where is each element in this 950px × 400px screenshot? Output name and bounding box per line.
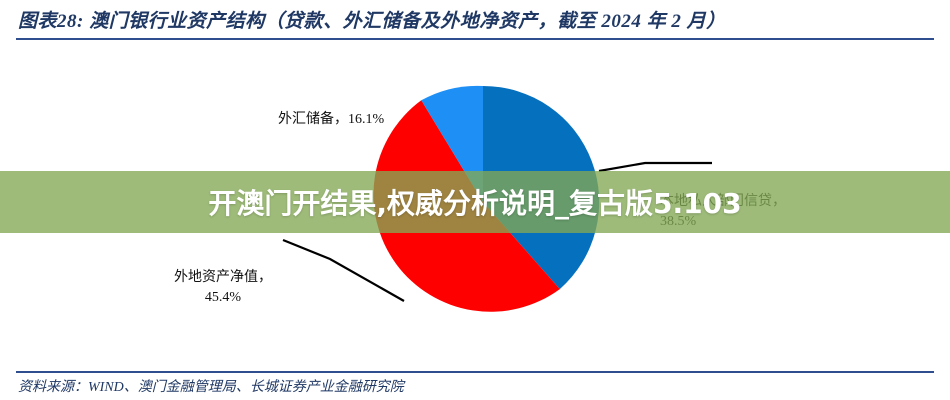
data-label-net-foreign-assets: 外地资产净值， 45.4% — [150, 268, 296, 308]
data-label-net-foreign-line1: 外地资产净值， — [174, 270, 272, 285]
pie-chart: 外汇储备，16.1% 本地私人部门信贷， 38.5% 外地资产净值， 45.4% — [0, 44, 950, 371]
chart-header: 图表28: 澳门银行业资产结构（贷款、外汇储备及外地净资产，截至 2024 年 … — [0, 0, 950, 44]
watermark-band — [0, 171, 950, 233]
footer-divider — [16, 371, 934, 373]
page-title: 图表28: 澳门银行业资产结构（贷款、外汇储备及外地净资产，截至 2024 年 … — [18, 11, 726, 32]
leader-line-local-credit — [598, 161, 712, 173]
source-note: 资料来源：WIND、澳门金融管理局、长城证券产业金融研究院 — [18, 380, 404, 395]
data-label-forex-reserves: 外汇储备，16.1% — [278, 112, 385, 127]
data-label-net-foreign-line2: 45.4% — [204, 290, 242, 305]
header-divider — [16, 38, 934, 40]
watermark-text: 开澳门开结果,权威分析说明_复古版5.103 — [208, 187, 742, 220]
leader-line-net-foreign-assets — [282, 238, 405, 302]
